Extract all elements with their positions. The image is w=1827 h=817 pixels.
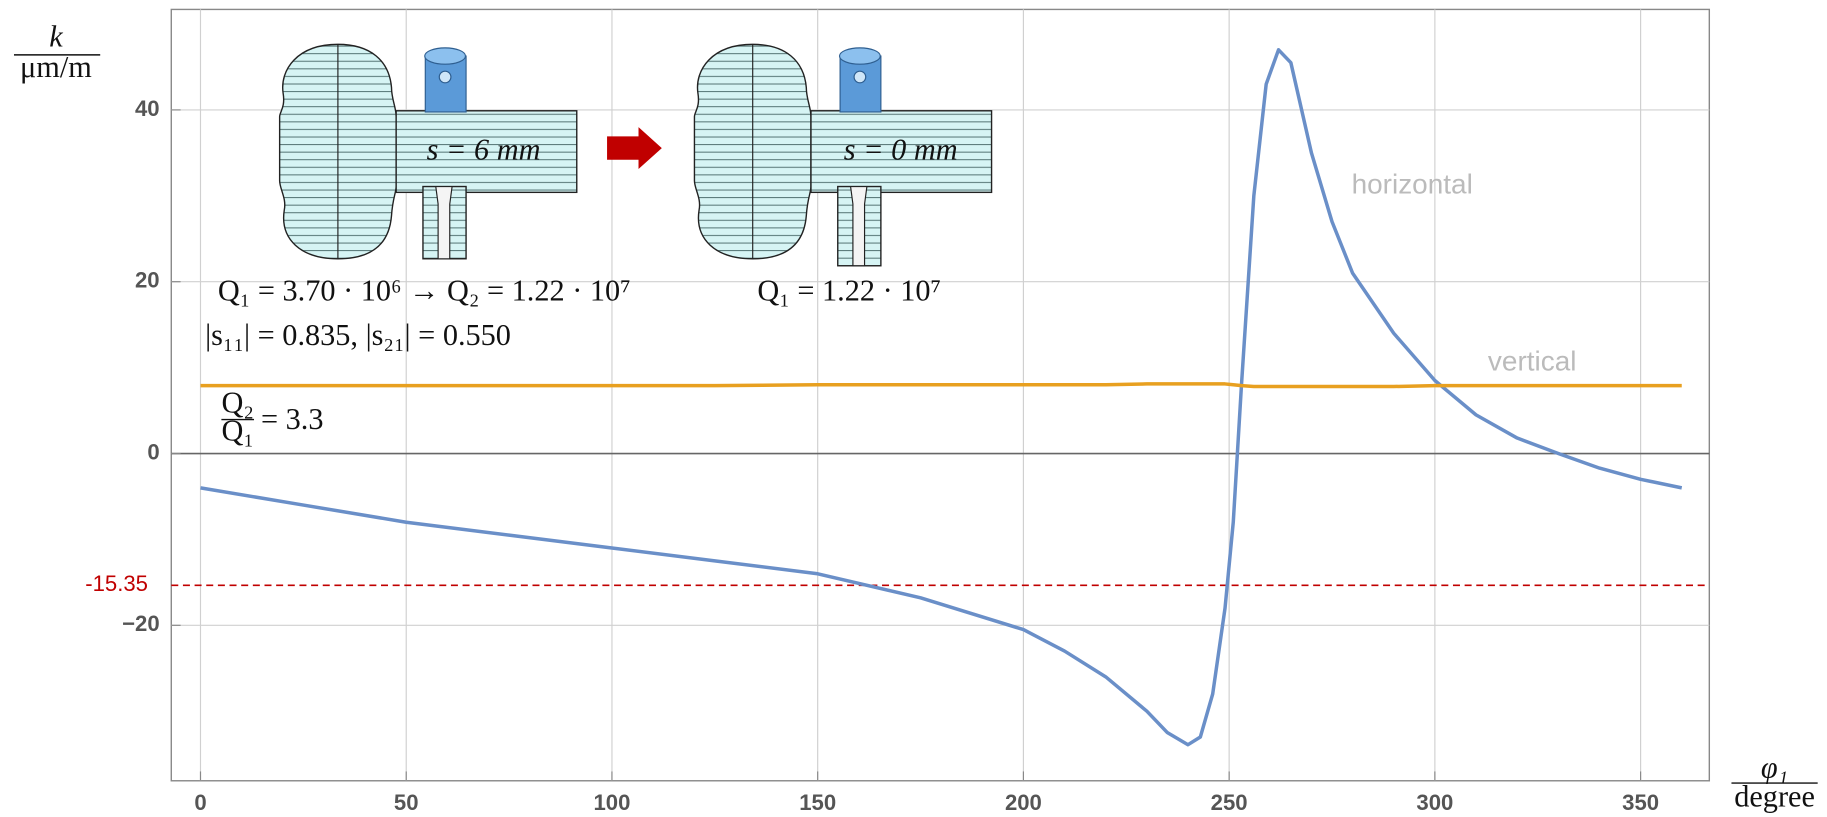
reference-label: -15.35 xyxy=(85,571,148,596)
y-tick-label: 40 xyxy=(135,96,160,121)
annotation: |s₁₁| = 0.835, |s₂₁| = 0.550 xyxy=(205,318,511,352)
y-tick-label: 0 xyxy=(147,439,159,464)
coupler-antenna xyxy=(436,187,452,259)
coupler-top xyxy=(840,48,881,64)
x-tick-label: 150 xyxy=(799,790,836,815)
annotation: Q₁ = 3.70 · 10⁶ → Q₂ = 1.22 · 10⁷ xyxy=(218,274,631,308)
arrow xyxy=(607,127,662,169)
coupler-hole xyxy=(439,71,451,83)
y-tick-label: 20 xyxy=(135,268,160,293)
y-label-numerator: k xyxy=(49,20,63,54)
coupler-top xyxy=(425,48,466,64)
x-label-denominator: degree xyxy=(1734,779,1815,813)
coupler-hole xyxy=(854,71,866,83)
ratio-denominator: Q₁ xyxy=(221,414,253,448)
inset-label: s = 6 mm xyxy=(427,133,541,167)
ratio-value: = 3.3 xyxy=(261,402,323,436)
x-tick-label: 200 xyxy=(1005,790,1042,815)
series-label: vertical xyxy=(1488,346,1577,377)
y-label-denominator: μm/m xyxy=(20,50,92,84)
annotation: Q₁ = 1.22 · 10⁷ xyxy=(757,274,941,308)
x-tick-label: 300 xyxy=(1416,790,1453,815)
x-tick-label: 50 xyxy=(394,790,419,815)
x-tick-label: 250 xyxy=(1211,790,1248,815)
coupler-antenna xyxy=(851,187,867,266)
x-tick-label: 350 xyxy=(1622,790,1659,815)
y-tick-label: −20 xyxy=(122,611,160,636)
chart: s = 6 mm s = 0 mm Q₁ = 3.70 · 10⁶ → Q₂ =… xyxy=(0,0,1827,817)
series-line xyxy=(200,384,1681,387)
x-tick-label: 0 xyxy=(194,790,206,815)
series-label: horizontal xyxy=(1352,169,1473,200)
x-tick-label: 100 xyxy=(593,790,630,815)
inset-label: s = 0 mm xyxy=(844,133,958,167)
